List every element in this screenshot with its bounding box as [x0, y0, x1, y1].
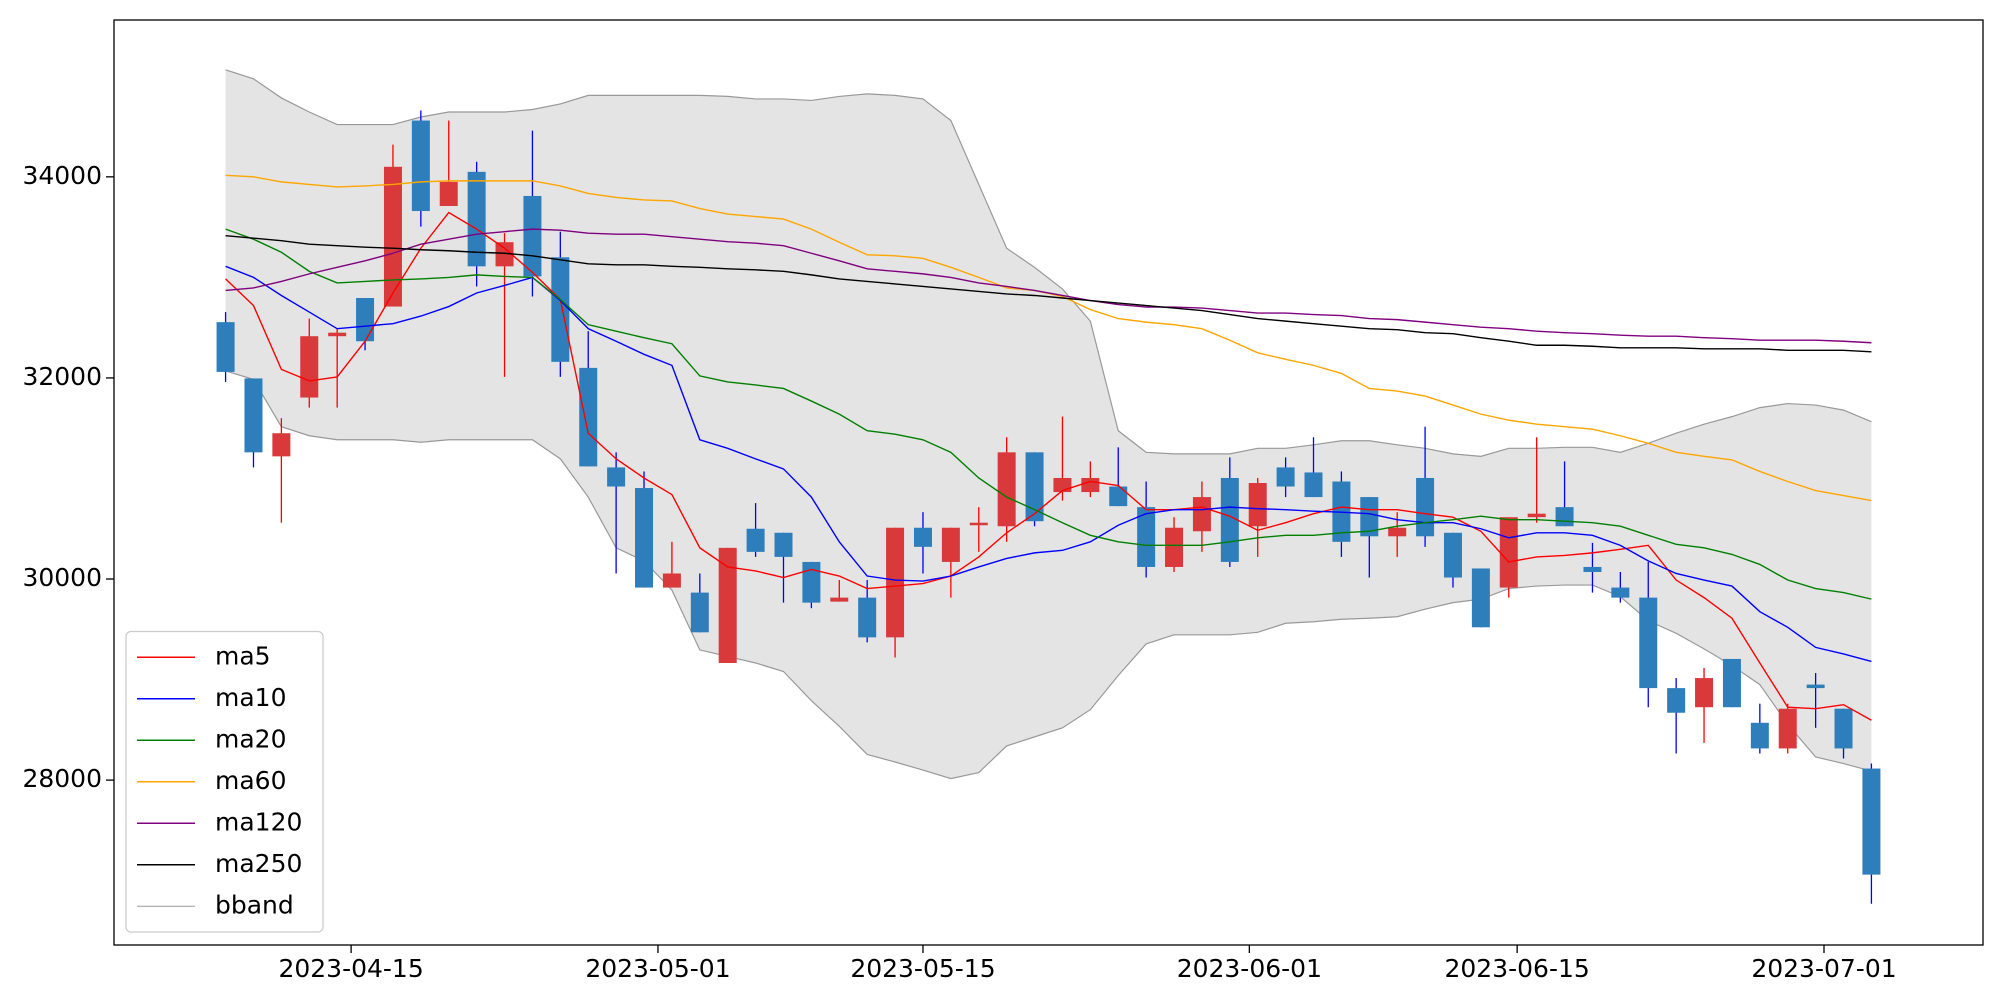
candle-body — [774, 532, 793, 557]
candle-body — [467, 171, 486, 267]
x-tick-label: 2023-06-15 — [1444, 954, 1589, 983]
candle-body — [1778, 708, 1797, 749]
candle-body — [913, 527, 932, 547]
candle-body — [244, 378, 263, 453]
x-tick-label: 2023-06-01 — [1177, 954, 1322, 983]
candle-body — [1165, 527, 1184, 567]
ma-line — [225, 234, 1872, 353]
candle-body — [635, 488, 654, 588]
candle-body — [1527, 513, 1546, 518]
candle-body — [411, 120, 430, 212]
candle-body — [1025, 452, 1044, 522]
candle-body — [1611, 587, 1630, 598]
ma-line — [225, 228, 1872, 600]
candle-body — [1695, 678, 1714, 708]
candle-body — [718, 547, 737, 663]
candle-body — [1471, 568, 1490, 628]
candle-body — [746, 528, 765, 552]
candle-body — [1192, 497, 1211, 532]
candle-body — [300, 336, 319, 398]
legend-label: ma5 — [215, 641, 271, 670]
candle-body — [1109, 486, 1128, 507]
candle-body — [1639, 597, 1658, 689]
candle-body — [1806, 684, 1825, 689]
candle-body — [1416, 477, 1435, 537]
legend-label: ma20 — [215, 724, 286, 753]
candle-body — [607, 467, 626, 487]
y-tick-label: 32000 — [22, 362, 102, 391]
candle-body — [1667, 688, 1686, 713]
candle-body — [941, 527, 960, 562]
legend-box — [125, 630, 324, 933]
candle-body — [1555, 507, 1574, 527]
candle-body — [328, 332, 347, 337]
x-tick-label: 2023-05-01 — [585, 954, 730, 983]
band-upper — [225, 69, 1872, 457]
candle-body — [383, 166, 402, 307]
ma-line — [225, 228, 1872, 344]
candle-body — [802, 561, 821, 603]
candle-body — [1443, 532, 1462, 578]
candle-body — [1722, 658, 1741, 708]
y-tick-label: 28000 — [22, 764, 102, 793]
legend-label: ma120 — [215, 807, 302, 836]
plot-frame — [113, 19, 1984, 946]
candle-body — [1862, 768, 1881, 875]
candle-body — [690, 592, 709, 633]
candle-body — [1081, 477, 1100, 493]
candle-body — [662, 573, 681, 588]
ma-line — [225, 211, 1872, 721]
legend-label: ma250 — [215, 849, 302, 878]
candle-body — [1388, 527, 1407, 537]
candle-body — [1834, 708, 1853, 749]
x-tick-label: 2023-04-15 — [278, 954, 423, 983]
candle-body — [356, 298, 375, 342]
candle-body — [1750, 722, 1769, 749]
candle-body — [1360, 497, 1379, 537]
candle-body — [886, 527, 905, 638]
candle-body — [969, 522, 988, 526]
candle-body — [1248, 483, 1267, 527]
legend-label: ma10 — [215, 683, 286, 712]
candle-body — [551, 257, 570, 362]
candle-body — [579, 367, 598, 467]
candle-body — [216, 322, 235, 372]
candle-body — [495, 242, 514, 267]
candle-body — [1137, 507, 1156, 567]
candle-body — [858, 597, 877, 638]
x-tick-label: 2023-07-01 — [1751, 954, 1896, 983]
candle-body — [272, 433, 291, 457]
candle-body — [1276, 467, 1295, 487]
candle-body — [830, 597, 849, 602]
ma-line — [225, 265, 1872, 663]
candle-body — [997, 452, 1016, 527]
legend-label: ma60 — [215, 766, 286, 795]
candle-body — [1499, 517, 1518, 588]
candle-body — [1583, 566, 1602, 572]
candle-body — [523, 195, 542, 277]
candle-body — [439, 181, 458, 207]
band-lower — [225, 370, 1872, 780]
candle-body — [1304, 472, 1323, 498]
y-tick-label: 34000 — [22, 161, 102, 190]
y-tick-label: 30000 — [22, 563, 102, 592]
x-tick-label: 2023-05-15 — [850, 954, 995, 983]
legend-label: bband — [215, 890, 294, 919]
